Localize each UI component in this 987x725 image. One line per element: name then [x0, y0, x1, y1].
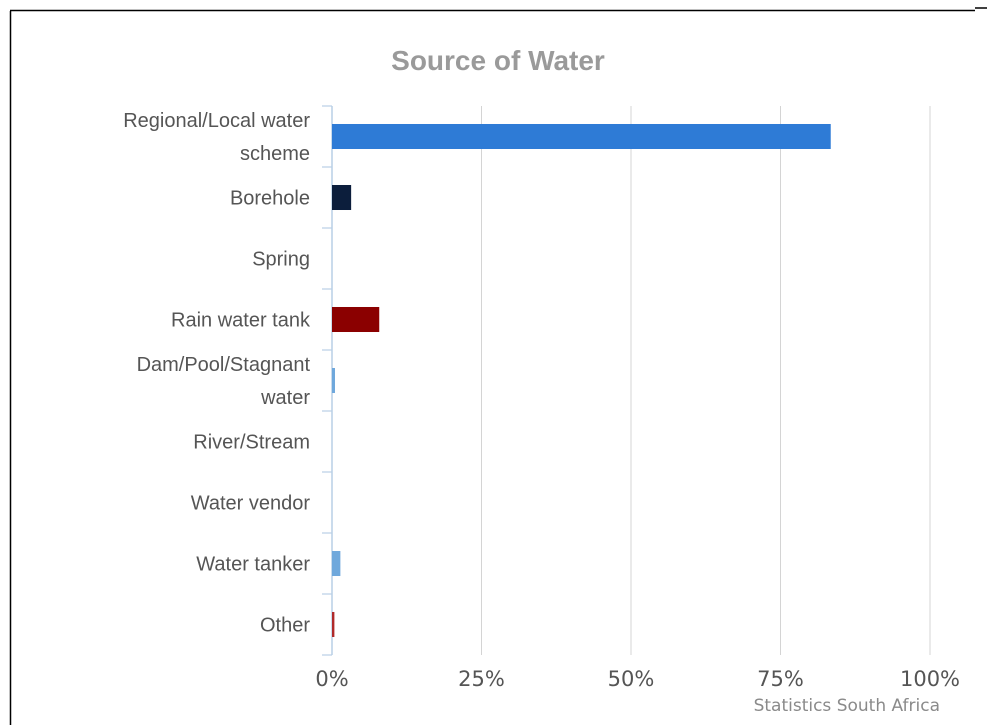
bar	[332, 612, 334, 637]
bars	[332, 124, 831, 637]
grid-lines	[482, 106, 931, 655]
bar	[332, 307, 379, 332]
category-axis	[322, 106, 332, 655]
bar	[332, 368, 335, 393]
category-label: Water tanker	[196, 554, 310, 576]
x-tick-label: 100%	[900, 667, 960, 691]
x-tick-label: 25%	[458, 667, 505, 691]
category-label: Spring	[252, 249, 310, 271]
category-label: Dam/Pool/Stagnant water	[137, 354, 311, 409]
category-label: Other	[260, 615, 310, 637]
bar	[332, 185, 351, 210]
source-credit: Statistics South Africa	[754, 696, 940, 716]
x-tick-label: 50%	[608, 667, 655, 691]
x-tick-label: 0%	[315, 667, 348, 691]
category-label: Borehole	[230, 188, 310, 210]
category-label: Regional/Local water scheme	[123, 110, 310, 165]
chart-title: Source of Water	[391, 45, 605, 76]
bar	[332, 551, 340, 576]
category-label: River/Stream	[193, 432, 310, 454]
category-label: Rain water tank	[171, 310, 311, 332]
x-tick-labels: 0% 25% 50% 75% 100%	[315, 667, 960, 691]
category-label: Water vendor	[191, 493, 311, 515]
x-tick-label: 75%	[757, 667, 804, 691]
category-labels: Regional/Local water scheme Borehole Spring…	[123, 110, 311, 637]
bar	[332, 124, 831, 149]
